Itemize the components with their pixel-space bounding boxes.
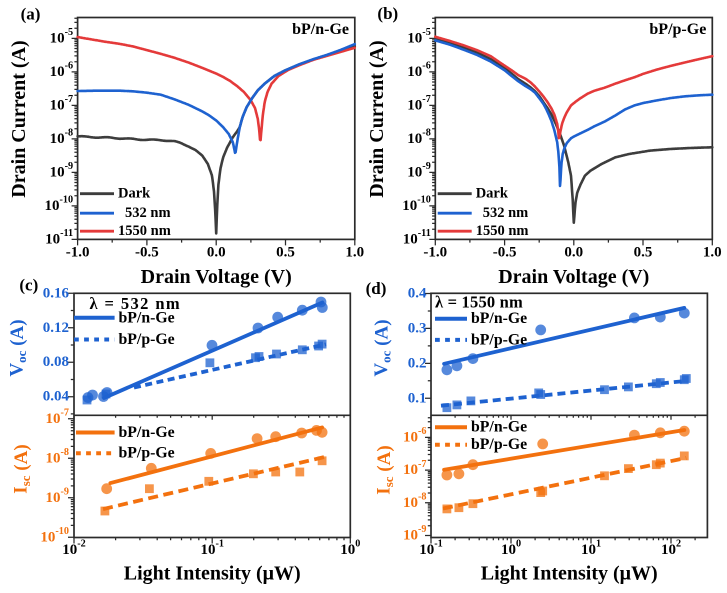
svg-text:bP/p-Ge: bP/p-Ge (471, 436, 527, 453)
svg-text:λ = 532 nm: λ = 532 nm (90, 294, 182, 313)
svg-text:Dark: Dark (476, 186, 509, 202)
svg-text:-1.0: -1.0 (423, 245, 447, 261)
svg-text:0.08: 0.08 (43, 354, 69, 370)
svg-text:λ = 1550 nm: λ = 1550 nm (435, 293, 523, 312)
svg-text:532 nm: 532 nm (483, 205, 529, 221)
svg-text:Dark: Dark (118, 186, 151, 202)
svg-text:0.0: 0.0 (207, 245, 226, 261)
svg-text:0.12: 0.12 (43, 320, 69, 336)
svg-text:1550 nm: 1550 nm (476, 223, 529, 239)
svg-text:bP/p-Ge: bP/p-Ge (471, 331, 527, 348)
svg-text:bP/n-Ge: bP/n-Ge (119, 424, 175, 441)
svg-text:0.0: 0.0 (564, 245, 583, 261)
svg-text:(a): (a) (21, 5, 41, 24)
svg-text:0.5: 0.5 (634, 245, 653, 261)
svg-text:-1.0: -1.0 (66, 245, 90, 261)
svg-text:bP/p-Ge: bP/p-Ge (119, 331, 175, 348)
svg-text:0.1: 0.1 (408, 390, 427, 406)
svg-text:0.3: 0.3 (408, 320, 427, 336)
svg-text:(d): (d) (366, 279, 387, 298)
svg-text:(b): (b) (377, 4, 398, 23)
svg-text:-0.5: -0.5 (135, 245, 159, 261)
svg-text:Drain Current (A): Drain Current (A) (366, 40, 388, 197)
svg-text:Drain Voltage (V): Drain Voltage (V) (141, 266, 292, 288)
svg-text:1550 nm: 1550 nm (118, 223, 171, 239)
svg-text:0.16: 0.16 (43, 285, 70, 301)
svg-text:1.0: 1.0 (703, 245, 722, 261)
svg-text:0.4: 0.4 (408, 286, 427, 302)
svg-text:532 nm: 532 nm (125, 205, 171, 221)
svg-text:bP/n-Ge: bP/n-Ge (119, 309, 175, 326)
svg-text:0.2: 0.2 (408, 355, 427, 371)
svg-text:Voc (A): Voc (A) (7, 319, 29, 376)
svg-text:0.04: 0.04 (43, 389, 70, 405)
svg-text:Voc (A): Voc (A) (371, 319, 393, 376)
svg-text:bP/n-Ge: bP/n-Ge (471, 310, 527, 327)
svg-text:bP/p-Ge: bP/p-Ge (649, 21, 706, 38)
svg-text:Isc (A): Isc (A) (11, 444, 33, 493)
svg-text:Isc (A): Isc (A) (374, 445, 396, 494)
svg-text:bP/n-Ge: bP/n-Ge (471, 419, 527, 436)
svg-text:1.0: 1.0 (345, 245, 364, 261)
svg-text:Light Intensity (μW): Light Intensity (μW) (481, 563, 658, 585)
svg-text:Light Intensity (μW): Light Intensity (μW) (124, 563, 301, 585)
svg-text:Drain Voltage (V): Drain Voltage (V) (498, 266, 649, 288)
svg-text:bP/n-Ge: bP/n-Ge (292, 21, 349, 38)
svg-text:-0.5: -0.5 (493, 245, 517, 261)
svg-text:bP/p-Ge: bP/p-Ge (119, 445, 175, 462)
svg-text:Drain Current (A): Drain Current (A) (8, 40, 30, 197)
svg-text:0.5: 0.5 (276, 245, 295, 261)
svg-text:(c): (c) (19, 276, 38, 295)
